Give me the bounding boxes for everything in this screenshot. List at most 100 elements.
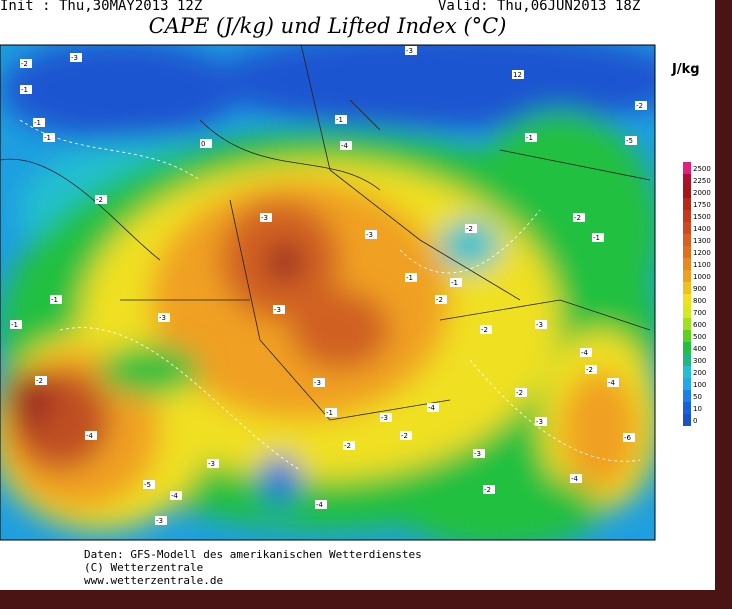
contour-label: -4: [428, 404, 436, 412]
colorbar-label: 300: [693, 357, 706, 365]
contour-label: -2: [401, 432, 408, 440]
label-box: [260, 213, 272, 222]
label-box: [143, 480, 155, 489]
contour-label: -1: [44, 134, 51, 142]
colorbar-swatch: [683, 330, 691, 342]
label-box: [473, 449, 485, 458]
contour-label: -2: [21, 60, 28, 68]
label-box: [535, 320, 547, 329]
contour-label: 0: [201, 140, 205, 148]
colorbar-swatch: [683, 282, 691, 294]
contour-label: -1: [406, 274, 413, 282]
colorbar-label: 1000: [693, 273, 711, 281]
label-box: [585, 365, 597, 374]
label-box: [580, 348, 592, 357]
label-box: [635, 101, 647, 110]
colorbar-label: 1100: [693, 261, 711, 269]
colorbar-swatch: [683, 342, 691, 354]
contour-label: -3: [314, 379, 321, 387]
colorbar-label: 1500: [693, 213, 711, 221]
label-box: [95, 195, 107, 204]
footer-line: Daten: GFS-Modell des amerikanischen Wet…: [84, 548, 422, 561]
contour-label: -1: [326, 409, 333, 417]
colorbar-swatch: [683, 258, 691, 270]
colorbar: 2500225020001750150014001300120011001000…: [683, 162, 711, 426]
label-box: [400, 431, 412, 440]
label-box: [570, 474, 582, 483]
label-box: [273, 305, 285, 314]
colorbar-label: 500: [693, 333, 706, 341]
label-box: [200, 139, 212, 148]
label-box: [43, 133, 55, 142]
contour-label: -3: [366, 231, 373, 239]
label-box: [515, 388, 527, 397]
label-box: [50, 295, 62, 304]
unit-label: J/kg: [671, 62, 700, 77]
contour-label: -4: [171, 492, 179, 500]
colorbar-label: 1300: [693, 237, 711, 245]
contour-label: -3: [71, 54, 78, 62]
contour-label: -3: [536, 418, 543, 426]
label-box: [155, 516, 167, 525]
map-frame: [0, 44, 656, 541]
label-box: [20, 85, 32, 94]
contour-label: -4: [341, 142, 349, 150]
contour-label: -3: [261, 214, 268, 222]
colorbar-swatch: [683, 174, 691, 186]
contour-label: -4: [316, 501, 324, 509]
label-box: [85, 431, 97, 440]
colorbar-swatch: [683, 306, 691, 318]
label-box: [465, 224, 477, 233]
contour-label: -3: [381, 414, 388, 422]
label-box: [483, 485, 495, 494]
colorbar-swatch: [683, 390, 691, 402]
footer-line: (C) Wetterzentrale: [84, 561, 204, 574]
contour-label: -1: [11, 321, 18, 329]
contour-label: -2: [36, 377, 43, 385]
contour-label: -1: [593, 234, 600, 242]
label-box: [405, 46, 417, 55]
contour-label: -1: [51, 296, 58, 304]
contour-label: -4: [608, 379, 616, 387]
label-box: [525, 133, 537, 142]
label-box: [592, 233, 604, 242]
colorbar-swatch: [683, 246, 691, 258]
label-box: [313, 378, 325, 387]
contour-label: -2: [636, 102, 643, 110]
contour-label: 12: [513, 71, 522, 79]
label-box: [450, 278, 462, 287]
label-box: [20, 59, 32, 68]
label-box: [343, 441, 355, 450]
label-box: [158, 313, 170, 322]
label-box: [535, 417, 547, 426]
colorbar-swatch: [683, 270, 691, 282]
contour-label: -6: [624, 434, 632, 442]
colorbar-swatch: [683, 234, 691, 246]
label-box: [623, 433, 635, 442]
colorbar-swatch: [683, 378, 691, 390]
colorbar-swatch: [683, 366, 691, 378]
contour-label: -2: [574, 214, 581, 222]
colorbar-label: 1400: [693, 225, 711, 233]
label-box: [380, 413, 392, 422]
init-time: Init : Thu,30MAY2013 12Z: [0, 0, 203, 14]
contour-label: -3: [406, 47, 413, 55]
contour-label: -5: [144, 481, 151, 489]
contour-label: -1: [34, 119, 41, 127]
contour-label: -3: [156, 517, 163, 525]
colorbar-label: 900: [693, 285, 706, 293]
label-box: [405, 273, 417, 282]
colorbar-label: 800: [693, 297, 706, 305]
colorbar-label: 200: [693, 369, 706, 377]
colorbar-label: 700: [693, 309, 706, 317]
contour-label: -2: [344, 442, 351, 450]
contour-label: -2: [516, 389, 523, 397]
contour-label: -1: [21, 86, 28, 94]
colorbar-label: 2250: [693, 177, 711, 185]
label-box: [207, 459, 219, 468]
label-box: [340, 141, 352, 150]
colorbar-swatch: [683, 186, 691, 198]
colorbar-swatch: [683, 402, 691, 414]
